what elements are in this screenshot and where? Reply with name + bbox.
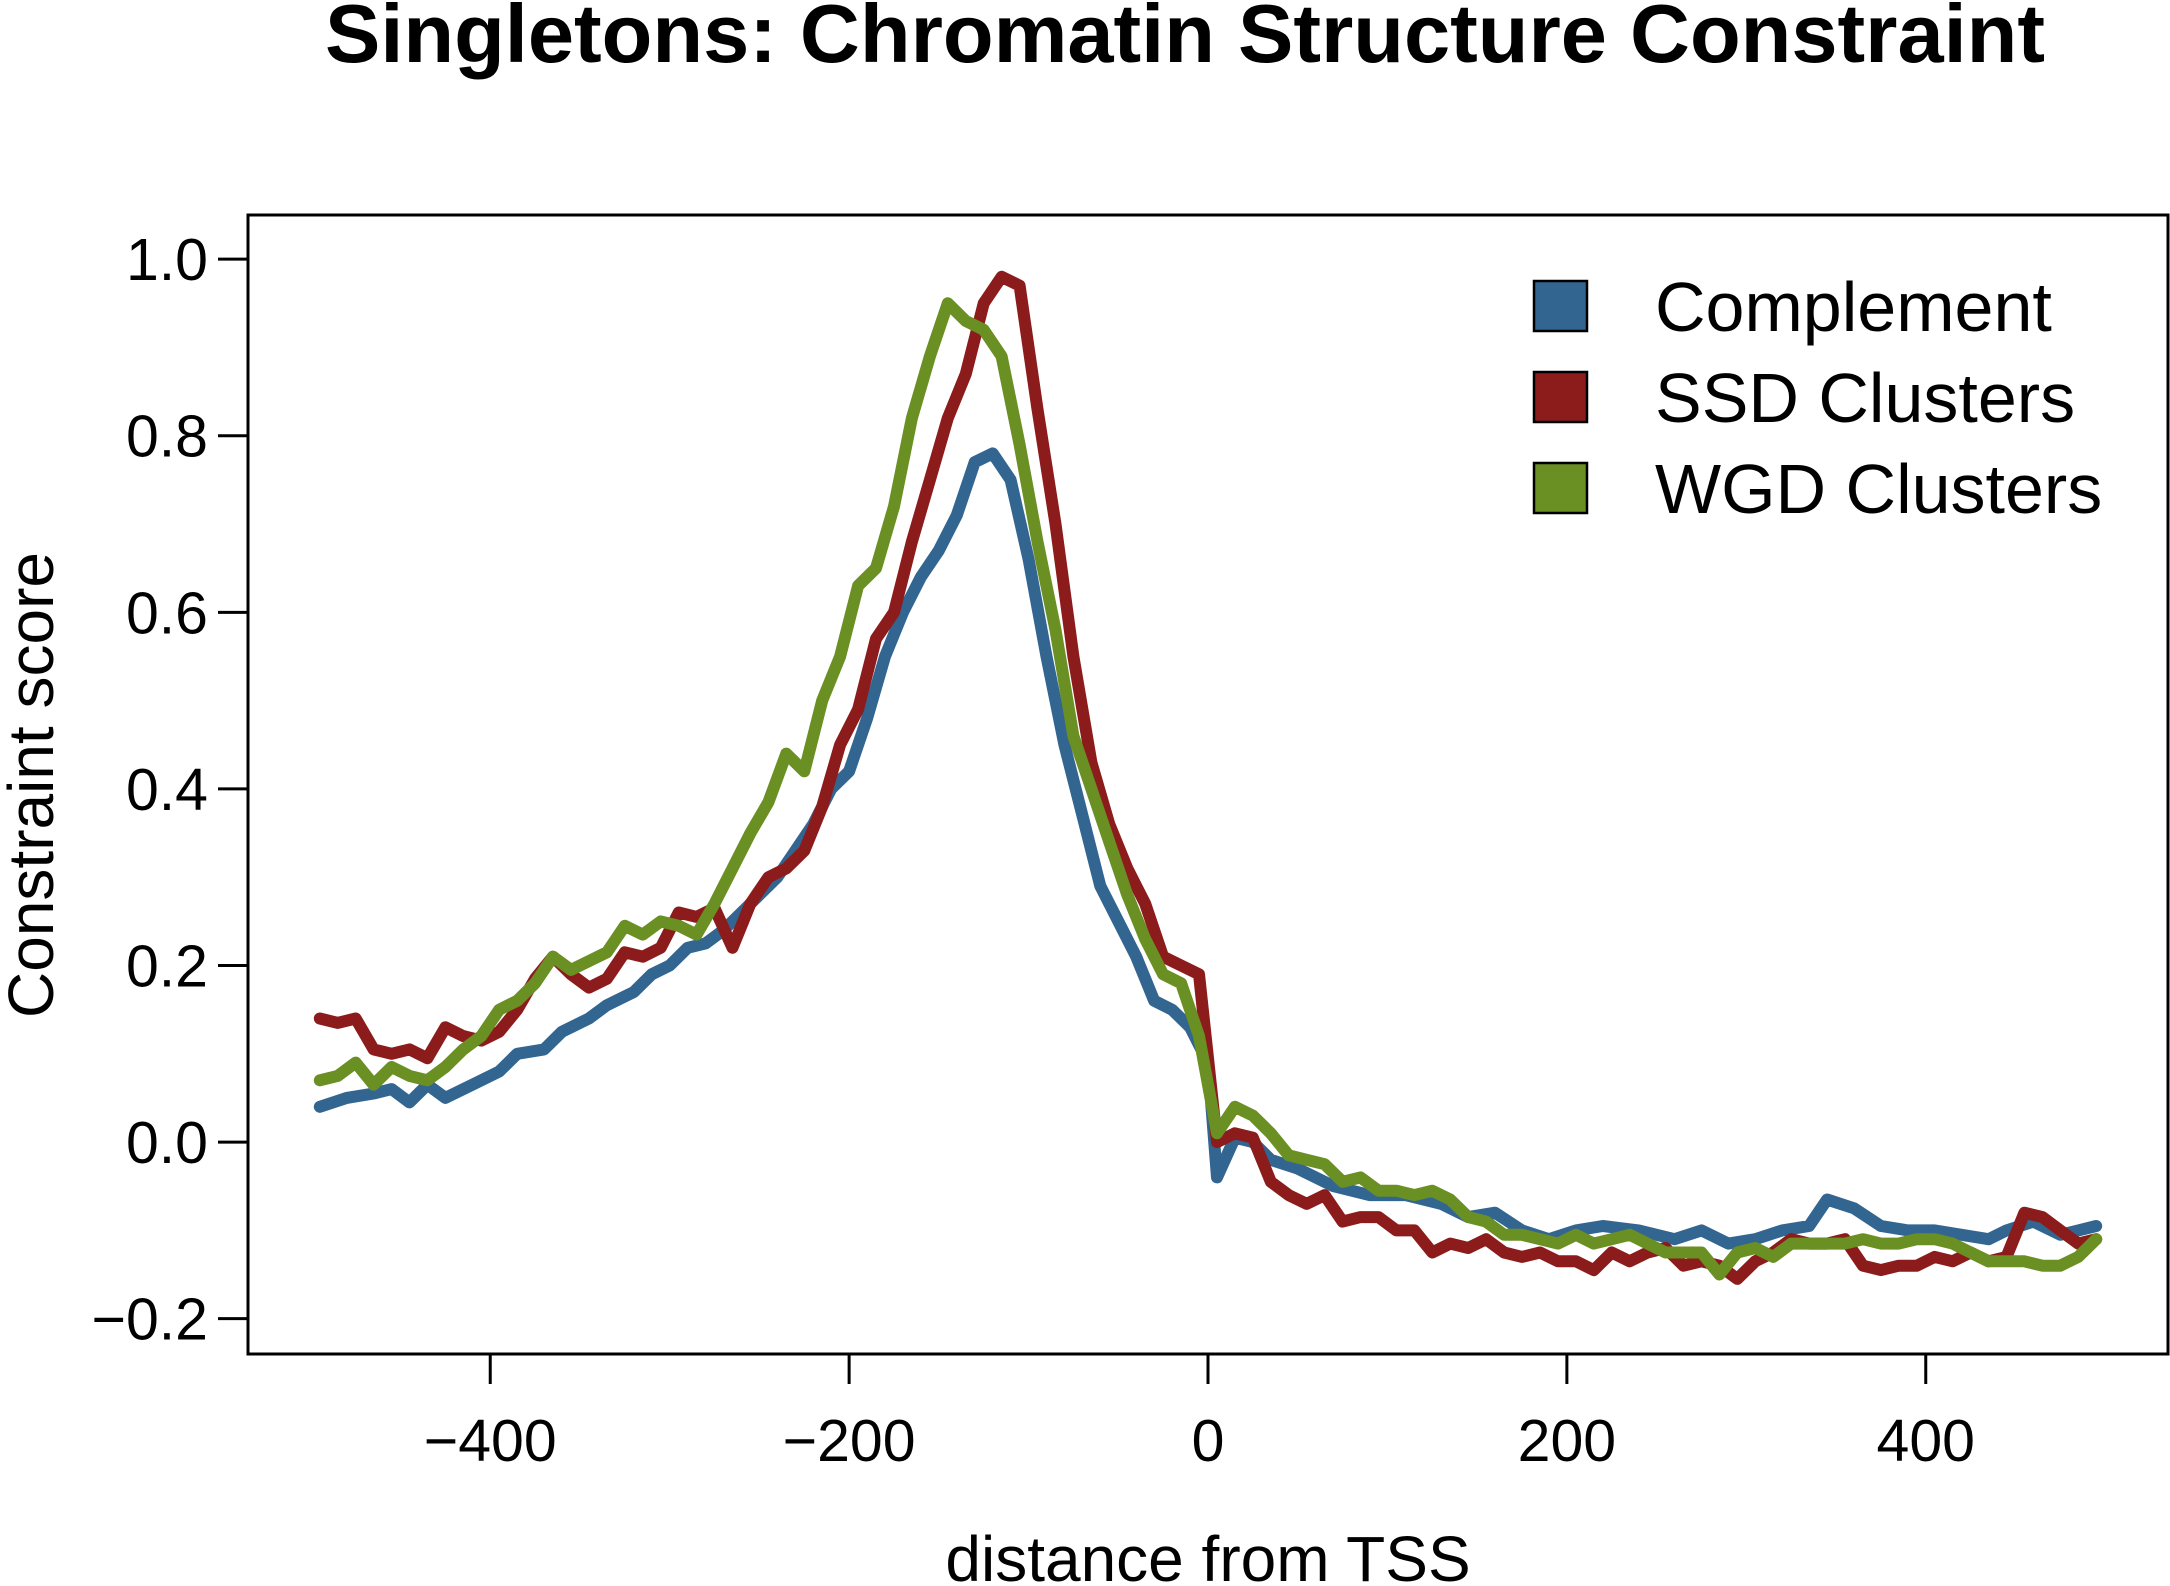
legend-label-complement: Complement bbox=[1655, 268, 2052, 346]
legend-label-ssd-clusters: SSD Clusters bbox=[1655, 359, 2075, 437]
series-lines bbox=[313, 270, 2103, 1285]
y-tick-label: 0.6 bbox=[126, 580, 208, 646]
legend-label-wgd-clusters: WGD Clusters bbox=[1655, 450, 2102, 528]
legend-swatch-ssd-clusters bbox=[1532, 370, 1589, 424]
x-tick-label: 200 bbox=[1518, 1408, 1616, 1474]
y-axis-label: Constraint score bbox=[0, 552, 67, 1018]
y-tick-label: 0.8 bbox=[126, 404, 208, 470]
y-tick-label: 0.2 bbox=[126, 934, 208, 1000]
y-tick-label: 1.0 bbox=[126, 227, 208, 293]
x-tick-label: 0 bbox=[1192, 1408, 1225, 1474]
legend: Complement SSD Clusters WGD Clusters bbox=[1532, 268, 2102, 528]
y-tick-label: −0.2 bbox=[92, 1287, 208, 1353]
y-tick-label: 0.0 bbox=[126, 1110, 208, 1176]
series-line-wgd-clusters bbox=[313, 297, 2103, 1281]
series-line-complement bbox=[313, 447, 2103, 1250]
y-tick-label: 0.4 bbox=[126, 757, 208, 823]
x-axis-label: distance from TSS bbox=[945, 1523, 1470, 1586]
x-tick-label: −400 bbox=[424, 1408, 557, 1474]
x-tick-label: 400 bbox=[1877, 1408, 1975, 1474]
chart-title: Singletons: Chromatin Structure Constrai… bbox=[325, 0, 2045, 80]
x-axis: −400 −200 0 200 400 bbox=[424, 1352, 1975, 1474]
x-tick-label: −200 bbox=[783, 1408, 916, 1474]
y-axis: −0.2 0.0 0.2 0.4 0.6 0.8 1.0 bbox=[92, 227, 250, 1353]
legend-swatch-wgd-clusters bbox=[1532, 461, 1589, 515]
legend-swatch-complement bbox=[1532, 279, 1589, 333]
